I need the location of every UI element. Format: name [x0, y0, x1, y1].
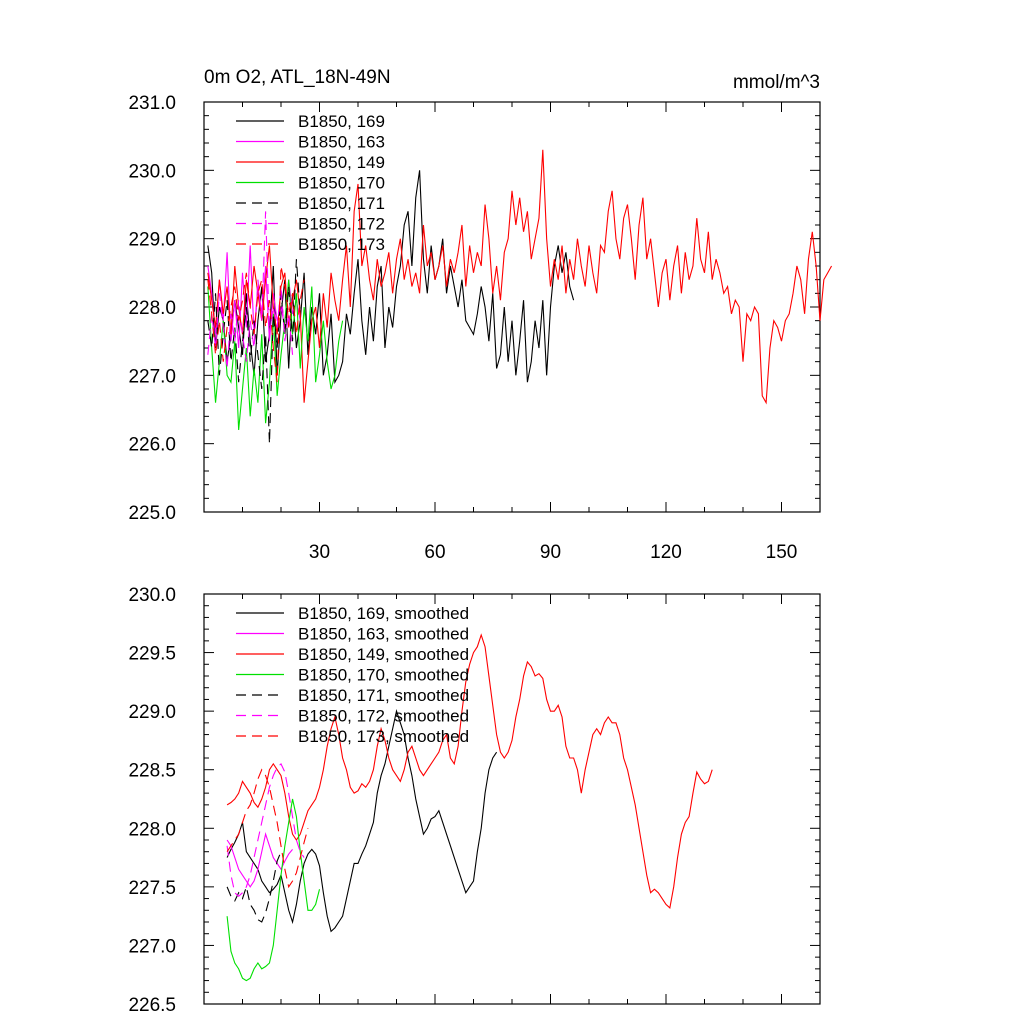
- y-tick-label: 228.5: [128, 761, 176, 782]
- x-tick-label: 30: [309, 542, 330, 563]
- y-tick-label: 229.0: [128, 702, 176, 723]
- y-tick-label: 230.0: [128, 585, 176, 606]
- y-tick-label: 228.0: [128, 298, 176, 319]
- legend-label: B1850, 149: [298, 153, 385, 172]
- y-tick-label: 227.5: [128, 878, 176, 899]
- legend-label: B1850, 172, smoothed: [298, 707, 469, 726]
- unit-label: mmol/m^3: [733, 72, 820, 93]
- series-line-6: [207, 211, 294, 369]
- y-tick-label: 225.0: [128, 503, 176, 524]
- legend-label: B1850, 173, smoothed: [298, 727, 469, 746]
- x-tick-label: 150: [766, 542, 798, 563]
- plot-frame: [203, 101, 821, 513]
- series-line-4: [207, 279, 344, 431]
- series-line-5: [207, 259, 301, 444]
- legend-label: B1850, 170, smoothed: [298, 666, 469, 685]
- plot-frame: [203, 593, 821, 1005]
- y-tick-label: 229.5: [128, 644, 176, 665]
- series-line-6: [226, 762, 305, 897]
- series-line-1: [226, 709, 498, 933]
- legend-label: B1850, 171, smoothed: [298, 686, 469, 705]
- legend-label: B1850, 163, smoothed: [298, 625, 469, 644]
- legend-label: B1850, 169: [298, 112, 385, 131]
- x-tick-label: 120: [650, 542, 682, 563]
- legend-label: B1850, 170: [298, 174, 385, 193]
- y-tick-label: 227.0: [128, 936, 176, 957]
- y-tick-label: 231.0: [128, 93, 176, 114]
- series-line-3: [207, 149, 833, 405]
- series-line-3: [226, 633, 713, 910]
- legend-label: B1850, 171: [298, 194, 385, 213]
- y-tick-label: 228.0: [128, 819, 176, 840]
- legend-label: B1850, 163: [298, 133, 385, 152]
- series-line-7: [207, 265, 305, 383]
- y-tick-label: 229.0: [128, 230, 176, 251]
- legend-label: B1850, 172: [298, 215, 385, 234]
- y-tick-label: 227.0: [128, 366, 176, 387]
- legend-label: B1850, 149, smoothed: [298, 645, 469, 664]
- legend-label: B1850, 169, smoothed: [298, 604, 469, 623]
- series-line-7: [226, 768, 309, 889]
- series-line-5: [226, 851, 282, 923]
- bottom-panel: 226.5 227.0 227.5 228.0 228.5 229.0 229.5 230.0…: [128, 585, 821, 1016]
- y-tick-label: 226.0: [128, 435, 176, 456]
- series-line-4: [226, 798, 321, 982]
- x-tick-label: 60: [424, 542, 445, 563]
- legend-label: B1850, 173: [298, 235, 385, 254]
- top-panel: 0m O2, ATL_18N-49N mmol/m^3 225.0 226.0 22…: [128, 67, 833, 563]
- chart-title: 0m O2, ATL_18N-49N: [204, 67, 391, 88]
- x-tick-label: 90: [540, 542, 561, 563]
- y-tick-label: 230.0: [128, 161, 176, 182]
- y-tick-label: 226.5: [128, 995, 176, 1016]
